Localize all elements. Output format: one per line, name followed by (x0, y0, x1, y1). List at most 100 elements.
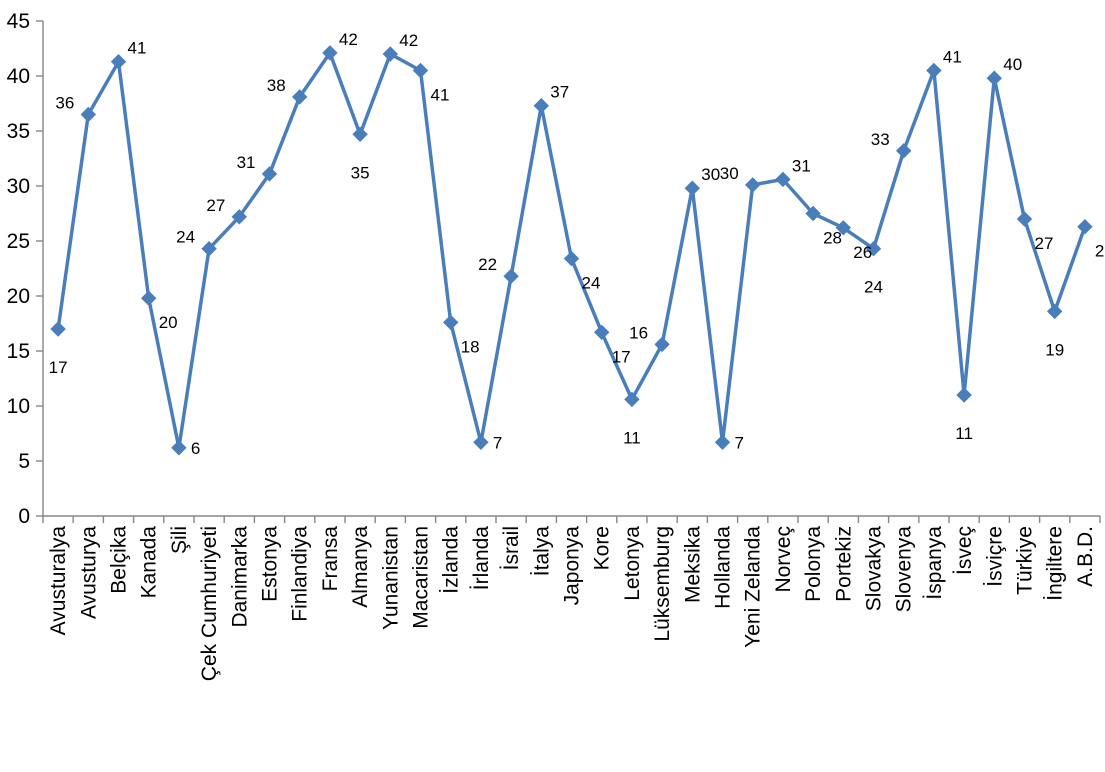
data-label: 6 (191, 439, 200, 458)
data-point (112, 55, 126, 69)
data-label: 42 (339, 30, 358, 49)
x-tick-label: Lüksemburg (651, 526, 674, 642)
data-point (655, 337, 669, 351)
x-tick-label: İtalya (530, 526, 553, 577)
data-point (81, 108, 95, 122)
data-point (444, 315, 458, 329)
y-tick-label: 10 (7, 395, 30, 418)
data-label: 11 (623, 428, 641, 447)
data-point (414, 64, 428, 78)
x-tick-label: Slovenya (893, 526, 916, 613)
y-tick-label: 0 (18, 505, 30, 528)
data-label: 38 (267, 76, 286, 95)
data-label: 27 (1035, 234, 1054, 253)
data-point (383, 47, 397, 61)
x-axis-ticks (43, 516, 1100, 523)
data-point (353, 127, 367, 141)
x-tick-label: Avusturalya (47, 526, 70, 636)
data-label: 17 (49, 358, 68, 377)
data-point (595, 325, 609, 339)
x-tick-label: Fransa (319, 526, 342, 592)
data-label: 7 (735, 433, 744, 452)
data-point (987, 71, 1001, 85)
data-point (746, 178, 760, 192)
data-label: 19 (1045, 340, 1064, 359)
x-tick-label: Çek Cumhuriyeti (198, 526, 221, 681)
data-label: 41 (431, 86, 450, 105)
data-label: 28 (823, 229, 842, 248)
x-axis-labels: Avusturalya Avusturya Belçika Kanada Şili Çek… (47, 526, 1097, 682)
x-tick-label: Hollanda (712, 526, 735, 609)
data-label: 41 (943, 48, 962, 67)
x-tick-label: Estonya (259, 526, 282, 602)
x-tick-label: Türkiye (1014, 526, 1037, 595)
x-tick-label: Danimarka (228, 526, 251, 628)
x-tick-label: Yeni Zelanda (742, 526, 765, 648)
x-tick-label: Kanada (138, 526, 161, 599)
data-label: 11 (955, 424, 973, 443)
x-tick-label: Almanya (349, 526, 372, 608)
data-point (1078, 220, 1092, 234)
y-tick-label: 5 (18, 450, 30, 473)
y-tick-label: 45 (7, 10, 30, 33)
data-label: 22 (478, 255, 497, 274)
y-tick-label: 25 (7, 230, 30, 253)
data-label: 18 (461, 337, 480, 356)
x-tick-label: Meksika (681, 526, 704, 603)
x-tick-label: İsviçre (983, 526, 1006, 587)
x-tick-label: İsrail (500, 526, 523, 570)
data-label: 26 (853, 243, 872, 262)
x-tick-label: Norveç (772, 526, 795, 593)
data-label: 30 (701, 165, 720, 184)
x-tick-label: İspanya (923, 526, 946, 600)
x-tick-label: İsveç (953, 526, 976, 575)
data-label: 36 (55, 94, 74, 113)
data-label: 24 (864, 278, 883, 297)
data-label: 33 (871, 130, 890, 149)
x-tick-label: İngiltere (1044, 526, 1067, 601)
data-point (685, 181, 699, 195)
y-tick-label: 15 (7, 340, 30, 363)
x-tick-label: Letonya (621, 526, 644, 601)
data-point (51, 322, 65, 336)
data-label: 31 (237, 153, 256, 172)
x-tick-label: Yunanistan (379, 526, 402, 630)
x-tick-label: İzlanda (440, 526, 463, 594)
x-tick-label: Şili (168, 526, 191, 554)
data-label: 16 (629, 323, 648, 342)
x-tick-label: Polonya (802, 526, 825, 602)
data-point (897, 144, 911, 158)
data-label: 26 (1095, 242, 1105, 261)
data-label: 40 (1003, 55, 1022, 74)
x-tick-label: Avusturya (77, 526, 100, 619)
data-label: 7 (493, 433, 502, 452)
x-tick-label: Belçika (108, 526, 131, 594)
data-label: 17 (612, 347, 631, 366)
data-point (716, 435, 730, 449)
x-tick-label: Slovakya (863, 526, 886, 612)
data-label: 24 (582, 274, 601, 293)
data-point (504, 269, 518, 283)
x-tick-label: Japonya (561, 526, 584, 606)
x-tick-label: Macaristan (410, 526, 433, 629)
y-tick-label: 30 (7, 175, 30, 198)
data-label: 41 (128, 39, 147, 58)
x-tick-label: A.B.D. (1074, 526, 1097, 587)
data-label: 37 (550, 83, 569, 102)
y-tick-label: 35 (7, 120, 30, 143)
data-point (142, 291, 156, 305)
data-point (565, 252, 579, 266)
data-point (172, 441, 186, 455)
data-label: 42 (399, 31, 418, 50)
x-tick-label: Kore (591, 526, 614, 570)
x-tick-label: İrlanda (470, 526, 493, 591)
y-tick-label: 40 (7, 65, 30, 88)
data-point (927, 64, 941, 78)
data-point (625, 392, 639, 406)
data-point (534, 99, 548, 113)
data-label: 27 (206, 196, 225, 215)
data-point (474, 435, 488, 449)
y-axis-ticks: 0 5 10 15 20 25 30 35 40 45 (7, 10, 43, 528)
data-point (1018, 212, 1032, 226)
